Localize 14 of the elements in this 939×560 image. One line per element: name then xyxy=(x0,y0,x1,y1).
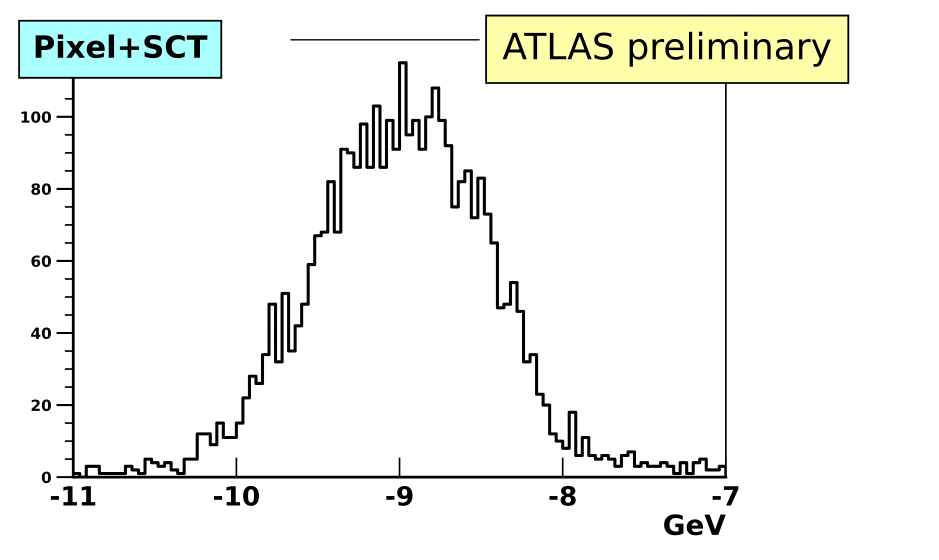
annotation: ATLAS preliminary xyxy=(502,32,831,67)
x-axis-title: GeV xyxy=(664,514,726,536)
y-tick-label: 40 xyxy=(31,327,51,340)
x-tick-label: -11 xyxy=(50,486,96,506)
y-tick-label: 100 xyxy=(22,111,51,123)
y-tick-label: 0 xyxy=(42,472,51,484)
x-tick-label: -7 xyxy=(712,486,738,506)
x-tick-label: -8 xyxy=(549,486,576,506)
y-tick-label: 80 xyxy=(31,183,51,195)
y-tick-label: 60 xyxy=(31,255,51,267)
x-tick-label: -10 xyxy=(214,486,259,506)
y-tick-label: 20 xyxy=(32,400,51,412)
annotation: Pixel+SCT xyxy=(36,34,208,58)
x-tick-label: -9 xyxy=(386,486,413,506)
